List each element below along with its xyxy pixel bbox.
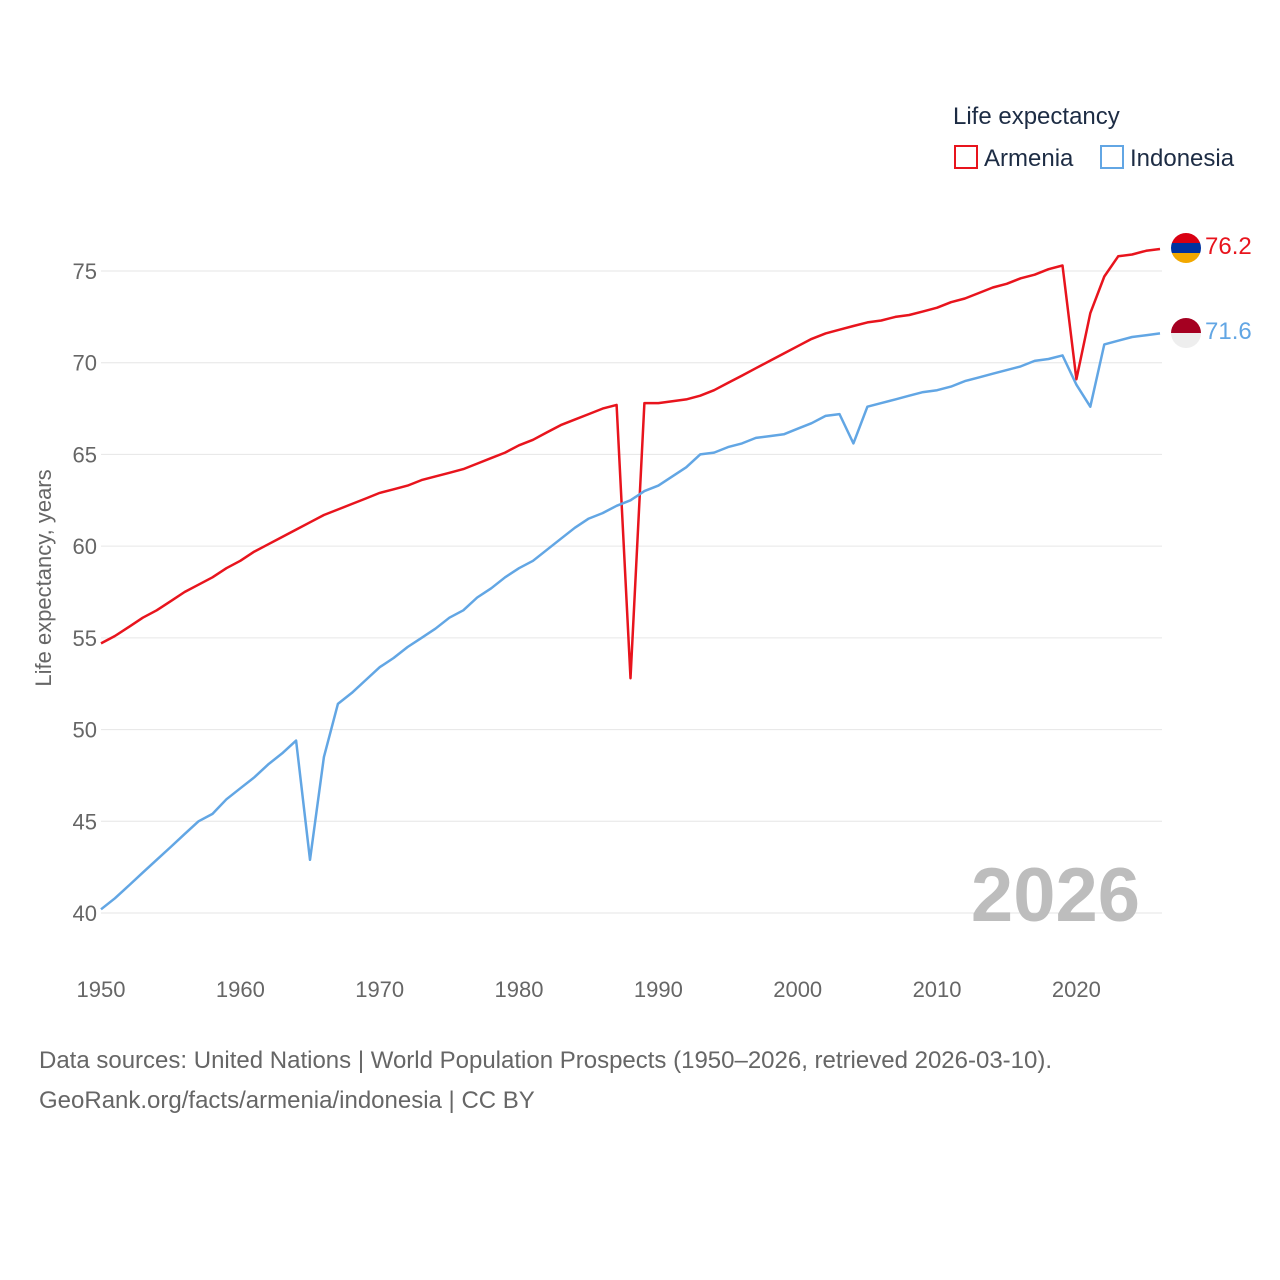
series-lines <box>100 247 1161 911</box>
legend: Life expectancy Armenia Indonesia <box>953 103 1235 172</box>
y-tick-label: 70 <box>73 351 97 376</box>
x-tick-label: 2000 <box>773 977 822 1002</box>
grid-lines <box>101 270 1162 914</box>
y-tick-label: 60 <box>73 534 97 559</box>
x-tick-label: 1980 <box>495 977 544 1002</box>
x-tick-label: 1960 <box>216 977 265 1002</box>
y-tick-label: 75 <box>73 259 97 284</box>
series-line-indonesia <box>100 332 1161 911</box>
x-tick-label: 1950 <box>77 977 126 1002</box>
x-axis-ticks: 1950 1960 1970 1980 1990 2000 2010 2020 <box>77 977 1101 1002</box>
end-label-armenia: 76.2 <box>1205 233 1252 260</box>
x-tick-label: 2020 <box>1052 977 1101 1002</box>
source-line-1: Data sources: United Nations | World Pop… <box>39 1047 1052 1074</box>
legend-swatch-indonesia <box>1100 145 1124 169</box>
y-tick-label: 55 <box>73 626 97 651</box>
series-line-armenia <box>100 247 1161 680</box>
legend-title: Life expectancy <box>953 103 1120 130</box>
y-tick-label: 45 <box>73 809 97 834</box>
y-axis-label: Life expectancy, years <box>31 469 56 686</box>
legend-label-indonesia: Indonesia <box>1130 145 1235 172</box>
x-tick-label: 1990 <box>634 977 683 1002</box>
x-tick-label: 2010 <box>913 977 962 1002</box>
y-tick-label: 65 <box>73 442 97 467</box>
source-line-2: GeoRank.org/facts/armenia/indonesia | CC… <box>39 1087 535 1114</box>
y-tick-label: 50 <box>73 718 97 743</box>
x-tick-label: 1970 <box>355 977 404 1002</box>
indonesia-flag-icon <box>1171 318 1201 348</box>
y-tick-label: 40 <box>73 901 97 926</box>
armenia-flag-icon <box>1171 233 1201 263</box>
legend-swatch-armenia <box>954 145 978 169</box>
y-axis-ticks: 40 45 50 55 60 65 70 75 <box>73 259 97 926</box>
current-year-label: 2026 <box>971 853 1140 938</box>
legend-label-armenia: Armenia <box>984 145 1074 172</box>
end-label-indonesia: 71.6 <box>1205 318 1252 345</box>
